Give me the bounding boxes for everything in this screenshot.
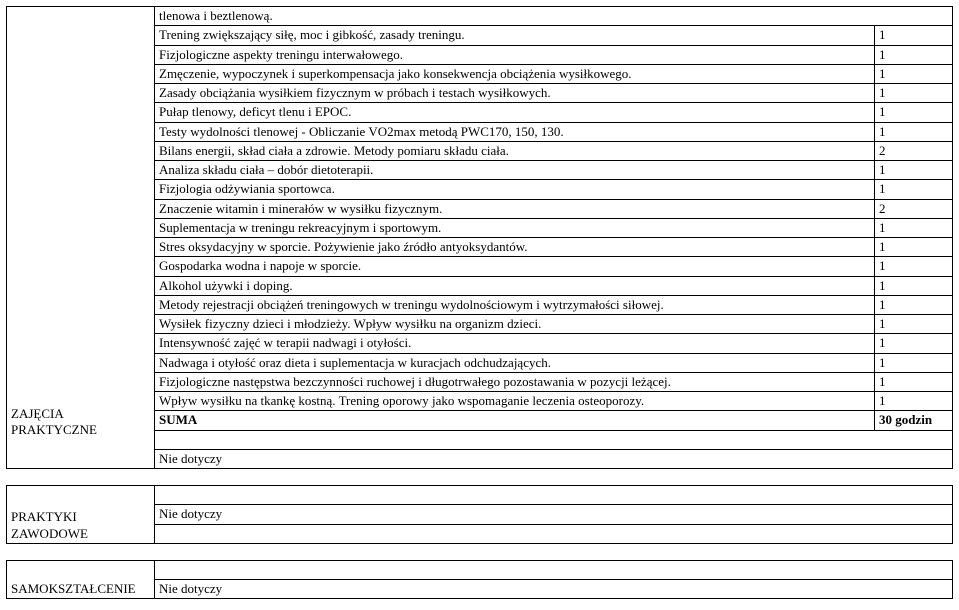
section3-label: SAMOKSZTAŁCENIE — [11, 581, 136, 596]
table-row-val: 2 — [875, 199, 953, 218]
table-row-val: 1 — [875, 180, 953, 199]
table-row-val: 1 — [875, 238, 953, 257]
table-row-val: 1 — [875, 276, 953, 295]
table-row-desc: Zasady obciążania wysiłkiem fizycznym w … — [155, 84, 875, 103]
table-row-val: 1 — [875, 103, 953, 122]
table-row-desc: Stres oksydacyjny w sporcie. Pożywienie … — [155, 238, 875, 257]
nd-row: Nie dotyczy — [155, 449, 953, 468]
table-row-val: 1 — [875, 295, 953, 314]
section1-label: ZAJĘCIA PRAKTYCZNE — [11, 406, 97, 437]
table-row-desc: Trening zwiększający siłę, moc i gibkość… — [155, 26, 875, 45]
table-row-val: 1 — [875, 257, 953, 276]
table-row-val: 1 — [875, 45, 953, 64]
spacer — [7, 469, 953, 486]
table-row-val: 1 — [875, 392, 953, 411]
table-row-desc: Zmęczenie, wypoczynek i superkompensacja… — [155, 64, 875, 83]
table-row-desc: Fizjologiczne aspekty treningu interwało… — [155, 45, 875, 64]
table-row-desc: tlenowa i beztlenową. — [155, 7, 953, 26]
table-row-val: 1 — [875, 122, 953, 141]
sum-label: SUMA — [155, 411, 875, 430]
table-row-val: 1 — [875, 26, 953, 45]
spacer — [7, 543, 953, 560]
table-row-desc: Intensywność zajęć w terapii nadwagi i o… — [155, 334, 875, 353]
table-row-val: 1 — [875, 161, 953, 180]
blank-row — [155, 430, 953, 449]
table-row-val: 1 — [875, 64, 953, 83]
section-label-cell: ZAJĘCIA PRAKTYCZNE — [7, 7, 155, 469]
table-row-desc: Suplementacja w treningu rekreacyjnym i … — [155, 218, 875, 237]
table-row-desc: Znaczenie witamin i minerałów w wysiłku … — [155, 199, 875, 218]
blank-row — [155, 560, 953, 579]
table-row-val: 1 — [875, 334, 953, 353]
table-row-desc: Alkohol używki i doping. — [155, 276, 875, 295]
section3-label-cell: SAMOKSZTAŁCENIE — [7, 560, 155, 599]
table-row-desc: Analiza składu ciała – dobór dietoterapi… — [155, 161, 875, 180]
table-row-desc: Wysiłek fizyczny dzieci i młodzieży. Wpł… — [155, 315, 875, 334]
table-row-desc: Pułap tlenowy, deficyt tlenu i EPOC. — [155, 103, 875, 122]
table-row-desc: Gospodarka wodna i napoje w sporcie. — [155, 257, 875, 276]
section2-label: PRAKTYKI ZAWODOWE — [11, 509, 88, 540]
blank-row — [155, 486, 953, 505]
nd-row: Nie dotyczy — [155, 580, 953, 599]
table-row-desc: Fizjologiczne następstwa bezczynności ru… — [155, 372, 875, 391]
table-row-val: 1 — [875, 372, 953, 391]
table-row-desc: Bilans energii, skład ciała a zdrowie. M… — [155, 141, 875, 160]
table-row-desc: Testy wydolności tlenowej - Obliczanie V… — [155, 122, 875, 141]
table-row-desc: Metody rejestracji obciążeń treningowych… — [155, 295, 875, 314]
table-row-val: 1 — [875, 218, 953, 237]
blank-row — [155, 524, 953, 543]
sum-value: 30 godzin — [875, 411, 953, 430]
table-row-val: 1 — [875, 84, 953, 103]
table-row-val: 1 — [875, 353, 953, 372]
nd-row: Nie dotyczy — [155, 505, 953, 524]
syllabus-table: ZAJĘCIA PRAKTYCZNEtlenowa i beztlenową.T… — [6, 6, 953, 599]
table-row-desc: Fizjologia odżywiania sportowca. — [155, 180, 875, 199]
table-row-desc: Nadwaga i otyłość oraz dieta i suplement… — [155, 353, 875, 372]
table-row-val: 2 — [875, 141, 953, 160]
table-row-desc: Wpływ wysiłku na tkankę kostną. Trening … — [155, 392, 875, 411]
section2-label-cell: PRAKTYKI ZAWODOWE — [7, 486, 155, 544]
table-row-val: 1 — [875, 315, 953, 334]
